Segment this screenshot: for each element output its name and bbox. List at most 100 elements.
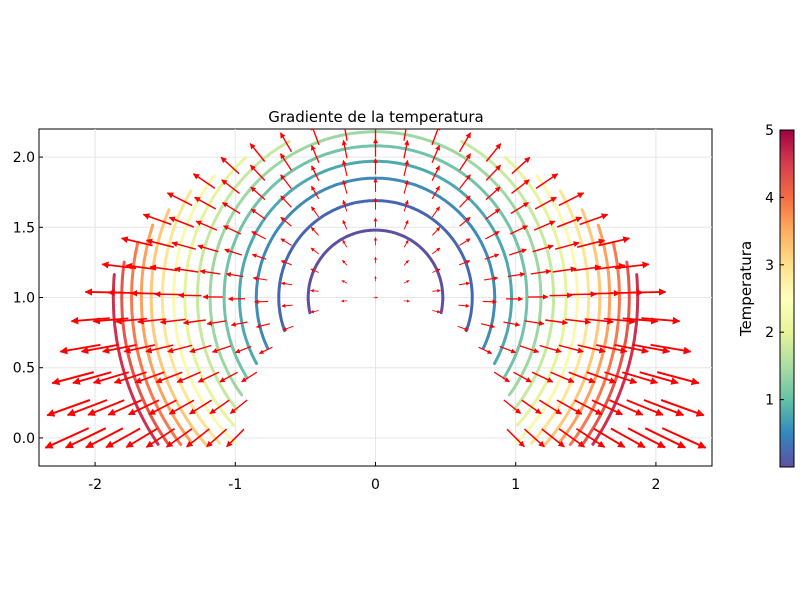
gradient-arrow bbox=[223, 225, 242, 235]
gradient-arrow bbox=[182, 319, 206, 326]
gradient-arrow bbox=[431, 185, 440, 200]
gradient-arrow bbox=[509, 225, 528, 235]
gradient-arrow bbox=[432, 268, 441, 273]
gradient-arrow bbox=[148, 399, 177, 416]
gradient-arrow bbox=[596, 344, 628, 354]
colorbar-tick-label: 5 bbox=[765, 123, 774, 139]
y-axis-ticks: 0.0 0.5 1.0 1.5 2.0 bbox=[13, 150, 43, 447]
y-tick-label: 0.5 bbox=[13, 361, 35, 377]
gradient-arrow bbox=[120, 236, 153, 247]
gradient-arrow bbox=[199, 268, 221, 275]
gradient-arrow bbox=[258, 346, 273, 355]
gradient-arrow bbox=[168, 399, 195, 415]
gradient-arrow bbox=[577, 344, 606, 354]
gradient-arrow bbox=[610, 427, 646, 449]
gradient-arrow bbox=[209, 399, 230, 415]
gradient-arrow bbox=[535, 173, 559, 190]
gradient-arrow bbox=[485, 230, 500, 240]
gradient-arrow bbox=[251, 253, 267, 260]
colorbar bbox=[779, 129, 795, 468]
gradient-arrow bbox=[521, 399, 542, 415]
gradient-arrow bbox=[656, 371, 700, 386]
gradient-arrows bbox=[44, 129, 707, 449]
gradient-arrow bbox=[72, 371, 112, 385]
gradient-arrow bbox=[503, 321, 521, 327]
gradient-arrow bbox=[545, 319, 569, 326]
gradient-arrow bbox=[87, 399, 125, 416]
contour-line bbox=[120, 260, 631, 445]
gradient-arrow bbox=[310, 268, 319, 273]
gradient-arrow bbox=[556, 216, 583, 228]
gradient-arrow bbox=[70, 316, 110, 325]
gradient-arrow bbox=[480, 323, 496, 329]
gradient-arrow bbox=[604, 371, 638, 385]
contour-line bbox=[306, 228, 445, 315]
gradient-arrow bbox=[220, 156, 240, 175]
gradient-arrow bbox=[458, 303, 470, 308]
gradient-arrow bbox=[593, 427, 626, 448]
gradient-arrow bbox=[503, 399, 522, 414]
gradient-arrow bbox=[114, 317, 148, 325]
contour-line bbox=[111, 273, 640, 446]
gradient-arrow bbox=[643, 399, 685, 417]
gradient-arrow bbox=[591, 399, 624, 416]
gradient-arrow bbox=[186, 428, 210, 448]
x-tick-label: 0 bbox=[371, 477, 380, 493]
gradient-arrow bbox=[92, 317, 129, 325]
gradient-arrow bbox=[577, 238, 606, 248]
gradient-arrow bbox=[280, 174, 292, 189]
gradient-arrow bbox=[485, 143, 502, 162]
gradient-arrow bbox=[279, 132, 293, 153]
gradient-arrow bbox=[249, 164, 266, 181]
gradient-arrow bbox=[485, 208, 501, 220]
gradient-arrow bbox=[105, 427, 141, 449]
gradient-arrow bbox=[222, 202, 241, 215]
gradient-arrow bbox=[189, 344, 212, 354]
gradient-arrow bbox=[192, 173, 216, 190]
gradient-arrow bbox=[206, 320, 227, 326]
gradient-arrow bbox=[511, 179, 530, 194]
gradient-arrow bbox=[341, 159, 348, 177]
gradient-arrow bbox=[538, 399, 562, 415]
gradient-arrow bbox=[534, 196, 557, 210]
gradient-arrow bbox=[176, 371, 201, 383]
gradient-arrow bbox=[574, 399, 603, 416]
gradient-arrow bbox=[459, 238, 471, 246]
chart-title: Gradiente de la temperatura bbox=[268, 108, 484, 126]
gradient-arrow bbox=[255, 323, 271, 329]
gradient-arrow bbox=[403, 179, 409, 194]
gradient-arrow bbox=[499, 345, 517, 354]
gradient-arrow bbox=[310, 129, 320, 146]
gradient-arrow bbox=[250, 186, 266, 201]
gradient-arrow bbox=[650, 343, 692, 355]
gradient-arrow bbox=[579, 213, 609, 226]
gradient-arrow bbox=[431, 206, 441, 218]
gradient-arrow bbox=[568, 371, 596, 384]
gradient-arrow bbox=[403, 299, 410, 303]
gradient-arrow bbox=[280, 216, 292, 227]
gradient-arrow bbox=[167, 344, 193, 354]
gradient-arrow bbox=[403, 129, 407, 141]
x-axis-ticks: -2 -1 0 1 2 bbox=[88, 462, 660, 493]
gradient-arrow bbox=[478, 346, 493, 355]
gradient-arrow bbox=[403, 199, 409, 212]
gradient-arrow bbox=[311, 185, 320, 200]
gradient-arrow bbox=[403, 280, 410, 284]
gradient-arrow bbox=[80, 343, 119, 355]
gradient-arrow bbox=[431, 144, 441, 163]
gradient-arrow bbox=[155, 371, 183, 384]
gradient-arrow bbox=[482, 299, 497, 304]
gradient-arrow bbox=[614, 261, 650, 270]
gradient-arrow bbox=[66, 399, 108, 417]
gradient-arrow bbox=[280, 238, 292, 246]
gradient-arrow bbox=[530, 268, 552, 275]
gradient-arrow bbox=[584, 318, 614, 325]
gradient-arrow bbox=[127, 399, 160, 416]
y-tick-label: 2.0 bbox=[13, 150, 35, 166]
gradient-arrow bbox=[403, 139, 410, 159]
gradient-arrow bbox=[457, 325, 469, 331]
gradient-arrow bbox=[342, 179, 348, 194]
gradient-arrow bbox=[552, 266, 577, 273]
gradient-arrow bbox=[64, 427, 107, 449]
gradient-arrow bbox=[459, 153, 472, 171]
